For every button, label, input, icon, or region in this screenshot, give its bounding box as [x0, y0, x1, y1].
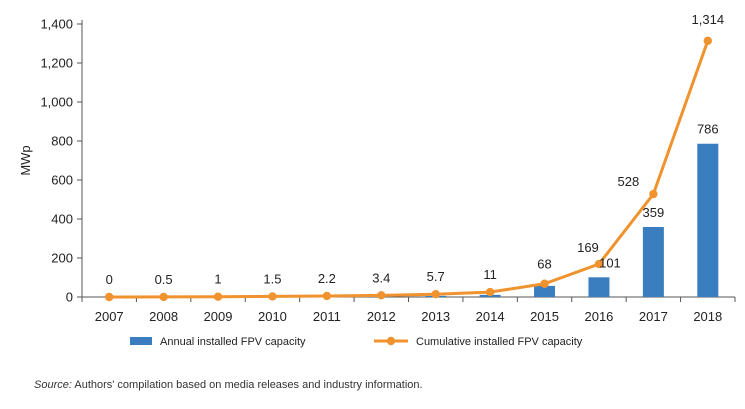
bar-data-label: 101 — [599, 255, 621, 270]
x-tick-label: 2016 — [584, 309, 613, 324]
line-data-label: 1.5 — [263, 271, 281, 286]
line-data-label: 528 — [618, 174, 640, 189]
legend: Annual installed FPV capacity Cumulative … — [130, 336, 583, 348]
axes: 0 200 400 600 800 1,000 1,200 1,400 2007 2008 2009… — [18, 17, 736, 324]
source-text: Authors' compilation based on media rele… — [71, 379, 423, 391]
line-point — [703, 36, 712, 45]
line-point — [213, 292, 223, 301]
y-axis-title: MWp — [18, 145, 33, 175]
line-point — [649, 189, 658, 199]
line-point — [485, 287, 495, 297]
source-prefix: Source: — [34, 379, 72, 391]
bar — [697, 143, 719, 297]
y-tick-label: 800 — [51, 134, 73, 149]
line-data-label: 0.5 — [155, 272, 173, 287]
source-note: Source: Authors' compilation based on me… — [34, 379, 423, 391]
line-point — [540, 279, 549, 288]
line-data-label: 3.4 — [372, 270, 390, 285]
y-tick-label: 400 — [51, 212, 73, 227]
bar — [534, 285, 556, 297]
y-tick-label: 1,200 — [40, 56, 73, 71]
legend-swatch-bar — [130, 337, 152, 345]
x-tick-label: 2012 — [367, 309, 396, 324]
data-labels: 0 0.5 1 1.5 2.2 3.4 5.7 11 68 169 528 1,314 101 359 78… — [106, 12, 724, 287]
line-point — [322, 291, 332, 301]
line-data-label: 169 — [577, 240, 599, 255]
cumulative-line — [109, 40, 710, 299]
line-data-label: 5.7 — [427, 269, 445, 284]
legend-label-bar: Annual installed FPV capacity — [160, 336, 306, 348]
line-point — [105, 292, 114, 302]
line-data-label: 0 — [106, 272, 113, 287]
line-point — [268, 292, 277, 301]
x-tick-label: 2017 — [639, 309, 668, 324]
y-tick-label: 1,000 — [40, 95, 73, 110]
line-data-label: 11 — [483, 267, 497, 282]
x-tick-label: 2009 — [204, 309, 233, 324]
x-tick-label: 2013 — [421, 309, 450, 324]
line-point — [159, 292, 168, 302]
y-tick-label: 1,400 — [40, 17, 73, 32]
line-point — [594, 259, 604, 269]
line-series — [105, 36, 712, 302]
x-tick-label: 2018 — [693, 309, 722, 324]
line-point — [377, 291, 386, 300]
bar-data-label: 359 — [643, 205, 665, 220]
bar-series — [153, 143, 719, 297]
x-tick-label: 2008 — [149, 309, 178, 324]
line-data-label: 1,314 — [692, 12, 725, 27]
line-point — [431, 290, 440, 299]
x-tick-label: 2007 — [95, 309, 124, 324]
x-tick-label: 2014 — [476, 309, 505, 324]
bar-data-label: 786 — [697, 122, 719, 137]
y-tick-label: 0 — [66, 290, 73, 305]
bar — [642, 226, 664, 297]
x-tick-label: 2010 — [258, 309, 287, 324]
bar — [588, 277, 610, 297]
y-tick-label: 600 — [51, 173, 73, 188]
x-tick-label: 2011 — [313, 309, 341, 324]
y-tick-label: 200 — [51, 251, 73, 266]
legend-label-line: Cumulative installed FPV capacity — [416, 336, 583, 348]
line-data-label: 2.2 — [318, 271, 336, 286]
legend-swatch-marker — [386, 336, 396, 346]
line-data-label: 1 — [214, 272, 221, 287]
x-tick-label: 2015 — [530, 309, 559, 324]
line-data-label: 68 — [537, 257, 551, 272]
